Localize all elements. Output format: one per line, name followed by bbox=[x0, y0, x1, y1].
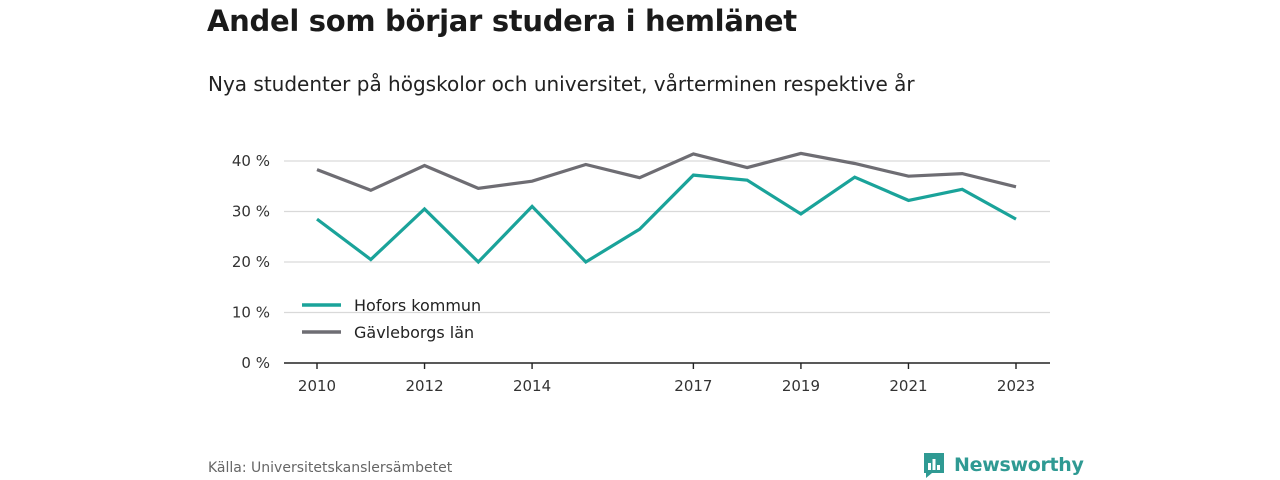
newsworthy-logo[interactable]: Newsworthy bbox=[922, 451, 1084, 479]
chart-subtitle: Nya studenter på högskolor och universit… bbox=[208, 72, 915, 96]
y-tick-label: 10 % bbox=[232, 304, 270, 322]
axes: 0 % 10 % 20 % 30 % 40 % 2010 2012 2014 2017 2019 2… bbox=[232, 152, 1050, 395]
x-tick-label: 2012 bbox=[405, 377, 443, 395]
x-tick-label: 2010 bbox=[298, 377, 336, 395]
x-tick-label: 2019 bbox=[782, 377, 820, 395]
y-tick-label: 0 % bbox=[241, 354, 270, 372]
y-tick-label: 20 % bbox=[232, 253, 270, 271]
x-tick-label: 2017 bbox=[674, 377, 712, 395]
x-tick-label: 2014 bbox=[513, 377, 551, 395]
newsworthy-logo-icon bbox=[924, 453, 944, 478]
y-tick-label: 30 % bbox=[232, 203, 270, 221]
legend-label: Hofors kommun bbox=[354, 296, 481, 315]
gridlines bbox=[284, 160, 1050, 314]
series-lines bbox=[316, 151, 1017, 265]
series-line-gavleborgs-lan bbox=[316, 151, 1017, 193]
source-note: Källa: Universitetskanslersämbetet bbox=[208, 460, 453, 476]
y-tick-label: 40 % bbox=[232, 152, 270, 170]
line-chart: 0 % 10 % 20 % 30 % 40 % 2010 2012 2014 2017 2019 2… bbox=[232, 151, 1050, 395]
newsworthy-logo-text: Newsworthy bbox=[954, 454, 1084, 476]
x-tick-label: 2021 bbox=[889, 377, 927, 395]
legend: Hofors kommun Gävleborgs län bbox=[302, 296, 481, 342]
chart-title: Andel som börjar studera i hemlänet bbox=[207, 4, 797, 38]
x-tick-label: 2023 bbox=[997, 377, 1035, 395]
series-line-hofors-kommun bbox=[316, 173, 1017, 265]
legend-label: Gävleborgs län bbox=[354, 323, 474, 342]
